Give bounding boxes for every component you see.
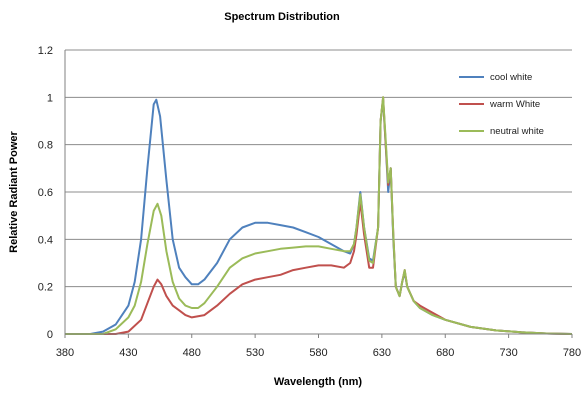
x-tick-label: 780	[563, 347, 581, 359]
x-axis-label: Wavelength (nm)	[274, 376, 363, 388]
x-tick-label: 430	[119, 347, 137, 359]
y-tick-label: 0.4	[38, 234, 53, 246]
legend-label-cool-white: cool white	[490, 72, 532, 83]
x-tick-label: 480	[183, 347, 201, 359]
y-tick-label: 0	[47, 329, 53, 341]
x-tick-label: 380	[56, 347, 74, 359]
chart-title: Spectrum Distribution	[224, 11, 340, 23]
x-tick-label: 730	[499, 347, 517, 359]
y-tick-labels: 0 0.2 0.4 0.6 0.8 1 1.2	[38, 45, 53, 341]
legend-label-warm-white: warm White	[489, 99, 540, 110]
grid-lines	[65, 49, 572, 288]
y-tick-label: 0.6	[38, 187, 53, 199]
x-tick-labels: 380 430 480 530 580 630 680 730 780	[56, 334, 581, 359]
y-tick-label: 1	[47, 92, 53, 104]
x-tick-label: 530	[246, 347, 264, 359]
x-tick-label: 580	[309, 347, 327, 359]
y-tick-label: 0.2	[38, 282, 53, 294]
y-tick-label: 1.2	[38, 45, 53, 57]
y-tick-label: 0.8	[38, 140, 53, 152]
x-tick-label: 630	[373, 347, 391, 359]
x-tick-label: 680	[436, 347, 454, 359]
y-axis-label: Relative Radiant Power	[8, 130, 20, 252]
legend-label-neutral-white: neutral white	[490, 126, 544, 137]
series-line-neutral-white	[65, 96, 573, 335]
legend: cool white warm White neutral white	[459, 72, 544, 137]
series-lines	[65, 96, 573, 335]
